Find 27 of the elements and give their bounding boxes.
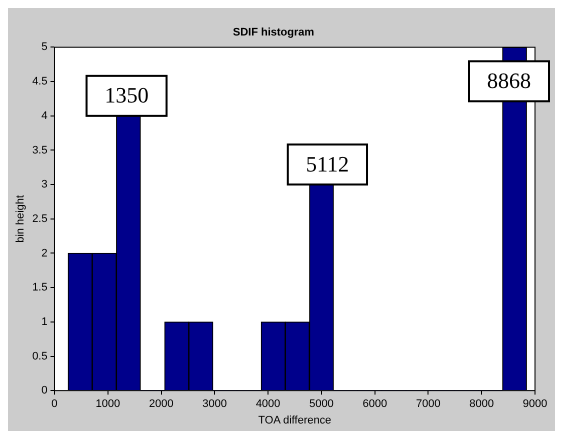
y-tick-label: 0.5 [32,350,48,362]
x-tick-label: 2000 [149,398,174,410]
y-tick-label: 1 [41,316,48,328]
y-axis-title: bin height [14,195,27,243]
annotation: 8868 [487,68,531,93]
annotation: 5112 [306,151,350,176]
chart-title: SDIF histogram [232,26,314,39]
y-tick-label: 2 [41,247,48,260]
x-tick-label: 6000 [362,398,388,410]
y-tick-label: 3.5 [32,144,48,156]
x-tick-label: 7000 [416,398,440,410]
annotation: 1350 [104,82,149,108]
x-tick-label: 3000 [202,398,227,410]
y-tick-label: 2.5 [32,212,48,225]
x-tick-label: 4000 [256,398,280,410]
y-tick-label: 5 [41,41,48,54]
y-tick-label: 0 [41,384,48,397]
y-tick-label: 4 [41,110,48,122]
x-axis-title: TOA difference [258,414,332,426]
y-tick-label: 4.5 [32,76,48,88]
x-tick-label: 5000 [309,398,334,410]
x-tick-label: 0 [51,398,58,410]
y-tick-label: 1.5 [32,282,48,294]
y-tick-label: 3 [41,178,48,191]
x-tick-label: 9000 [522,398,548,410]
x-tick-label: 1000 [96,398,120,410]
x-tick-label: 8000 [469,398,494,410]
